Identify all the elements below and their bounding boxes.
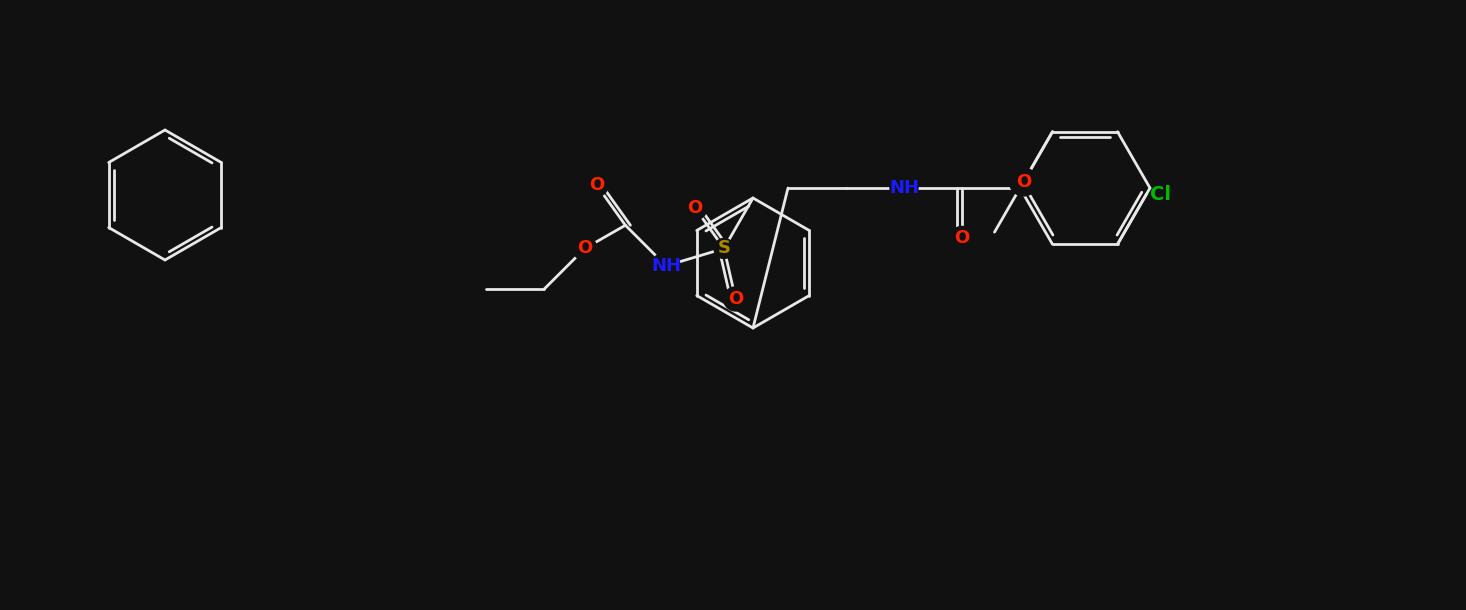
- Text: NH: NH: [888, 179, 919, 197]
- Circle shape: [585, 173, 608, 196]
- Circle shape: [714, 239, 734, 259]
- Circle shape: [1010, 168, 1038, 196]
- Circle shape: [683, 196, 707, 220]
- Circle shape: [950, 226, 973, 251]
- Circle shape: [652, 252, 680, 280]
- Circle shape: [890, 174, 918, 202]
- Text: S: S: [717, 240, 730, 257]
- Text: O: O: [589, 176, 604, 193]
- Text: O: O: [578, 240, 592, 257]
- Circle shape: [573, 237, 597, 260]
- Text: O: O: [729, 290, 743, 308]
- Text: O: O: [954, 229, 969, 248]
- Text: O: O: [1016, 173, 1031, 191]
- Circle shape: [724, 287, 748, 311]
- Text: O: O: [688, 199, 702, 217]
- Text: Cl: Cl: [1149, 185, 1171, 204]
- Text: NH: NH: [651, 257, 682, 275]
